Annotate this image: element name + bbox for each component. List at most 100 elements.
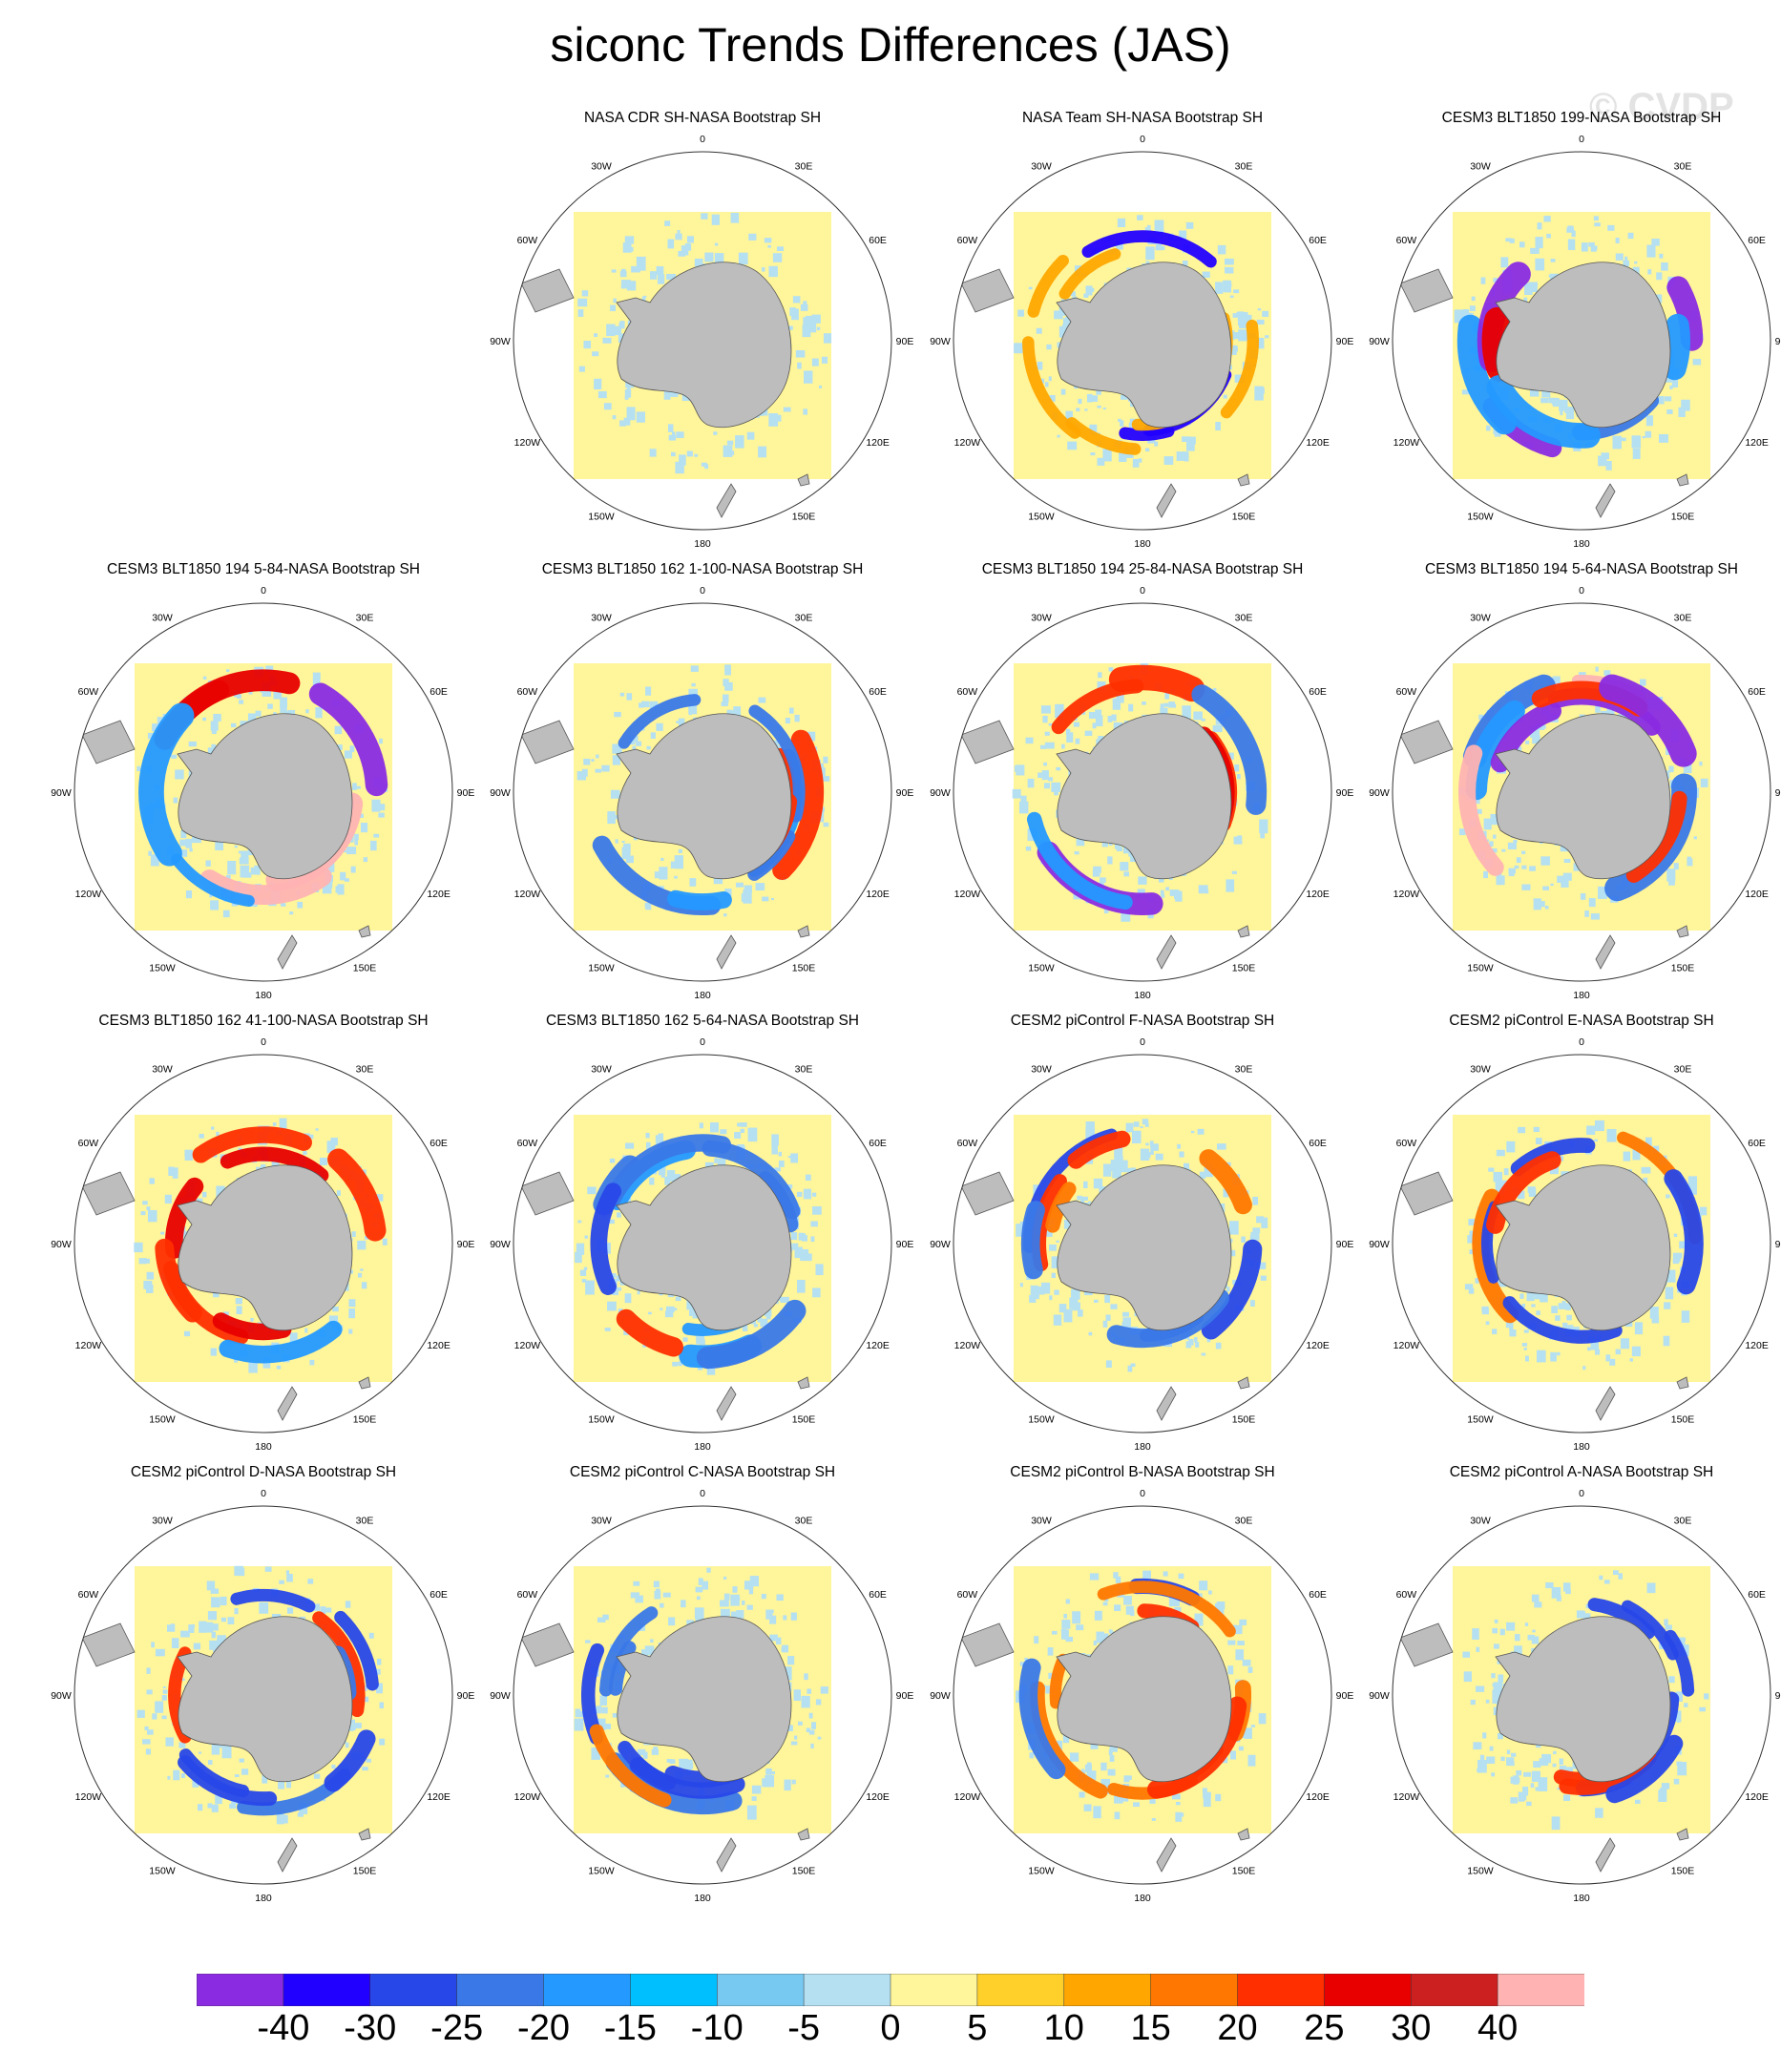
ice-speckle [820,776,830,782]
ice-speckle [751,1785,762,1794]
ice-speckle [1587,1347,1591,1351]
ice-speckle [313,1773,321,1779]
ice-speckle [1615,1349,1621,1355]
ice-speckle [1178,1573,1184,1580]
map-boundary [513,151,892,531]
ice-speckle [802,324,811,338]
ice-speckle [783,1615,787,1621]
ice-speckle [1040,378,1045,384]
ice-speckle [1142,701,1146,705]
colorbar-swatch [197,1974,284,2006]
ice-speckle [653,1747,659,1752]
ice-speckle [1532,1629,1536,1633]
longitude-label: 150E [353,1866,377,1877]
ice-speckle [1475,1278,1479,1284]
ice-speckle [199,1133,204,1139]
ice-speckle [1699,761,1703,766]
colorbar-tick-label: 30 [1391,2008,1432,2048]
ice-speckle [1536,1350,1546,1363]
ice-speckle [619,271,627,278]
ice-speckle [1490,813,1498,826]
ice-speckle [1534,1601,1542,1608]
ice-speckle [1557,1351,1561,1356]
ice-speckle [816,326,821,331]
ice-speckle [1645,1137,1652,1148]
ice-speckle [1058,325,1068,338]
ice-speckle [146,1667,151,1674]
ice-speckle [640,1649,648,1657]
longitude-label: 90W [490,1239,511,1250]
ice-speckle [596,1706,602,1714]
longitude-label: 180 [255,1441,272,1453]
ice-speckle [147,732,155,740]
ice-speckle [1704,1693,1709,1700]
ice-speckle [273,691,283,700]
ice-speckle [1227,1640,1236,1645]
ice-speckle [783,1666,792,1681]
ice-speckle [1049,1244,1057,1251]
ice-speckle [280,697,287,707]
ice-speckle [1215,1342,1222,1350]
ice-speckle [1088,711,1099,720]
ice-speckle [1014,764,1024,772]
ice-speckle [599,1695,608,1706]
ice-speckle [211,728,217,734]
longitude-label: 120E [427,889,450,900]
longitude-label: 120W [75,1791,102,1803]
ice-speckle [1250,1300,1255,1307]
ice-speckle [767,244,771,248]
ice-speckle [1065,1224,1069,1228]
ice-speckle [697,1365,703,1371]
ice-speckle [1552,1763,1557,1768]
ice-speckle [1540,856,1550,866]
ice-speckle [585,1280,595,1295]
ice-speckle [1679,1241,1687,1249]
ice-speckle [1185,1341,1192,1349]
longitude-label: 0 [700,585,705,596]
antarctica-landmass [1495,713,1671,880]
ice-speckle [1043,762,1047,766]
longitude-label: 180 [1134,1893,1151,1904]
ice-speckle [1228,1221,1239,1235]
ice-speckle [181,1231,190,1238]
ice-speckle [1668,1676,1675,1684]
longitude-label: 150W [1028,512,1055,523]
ice-speckle [146,1258,150,1264]
ice-speckle [1261,1220,1268,1228]
longitude-label: 150W [588,963,615,974]
ice-speckle [660,1171,665,1178]
ice-speckle [374,1668,381,1675]
ice-speckle [1085,1121,1095,1132]
ice-speckle [1044,731,1050,736]
ice-speckle [594,378,602,390]
ice-speckle [1223,394,1227,399]
longitude-label: 120W [954,437,981,449]
new-zealand-landmass [1595,934,1616,970]
ice-speckle [239,1567,245,1577]
ice-speckle [810,1221,818,1227]
panel-title: CESM3 BLT1850 194 5-64-NASA Bootstrap SH [1425,561,1738,577]
longitude-label: 60W [517,235,538,246]
ice-speckle [307,1579,314,1584]
ice-speckle [1576,1610,1585,1619]
negative-anomaly [748,704,806,823]
ice-speckle [1555,1315,1561,1321]
ice-speckle [1530,1783,1535,1789]
ice-speckle [1501,848,1506,852]
ice-speckle [138,1258,147,1265]
ice-speckle [210,1348,218,1356]
ice-speckle [325,881,333,889]
negative-anomaly [334,1610,379,1691]
longitude-label: 90W [1369,787,1390,799]
positive-anomaly [199,867,332,906]
tasmania-landmass [797,1828,810,1841]
ice-speckle [344,750,352,759]
ice-speckle [1154,441,1159,447]
ice-speckle [1039,744,1047,749]
ice-speckle [234,1607,239,1615]
longitude-label: 150W [1028,1414,1055,1426]
ice-speckle [1149,1798,1156,1804]
ice-speckle [803,301,807,306]
ice-speckle [259,1601,269,1614]
longitude-label: 0 [261,1036,266,1048]
